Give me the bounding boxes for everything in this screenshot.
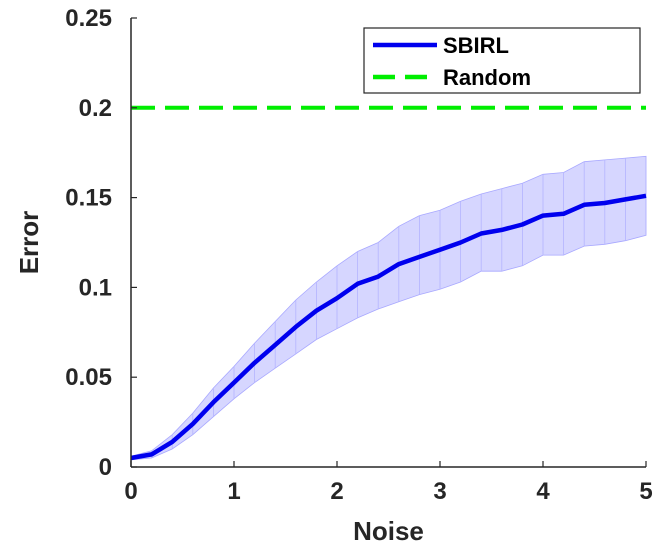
sbirl-confidence-band-layer: [130, 155, 647, 461]
x-tick-label-4: 4: [536, 478, 550, 505]
x-tick-label-3: 3: [433, 478, 446, 505]
x-tick-label-5: 5: [639, 478, 652, 505]
legend-label-random: Random: [443, 65, 531, 90]
y-tick-label-3: 0.15: [65, 185, 112, 212]
ticks-layer: 0 1 2 3 4 5 0 0.05 0.1 0.15 0.2 0.25: [65, 5, 652, 505]
y-tick-label-5: 0.25: [65, 5, 112, 32]
y-tick-label-1: 0.05: [65, 364, 112, 391]
y-tick-label-2: 0.1: [79, 274, 112, 301]
x-tick-label-2: 2: [330, 478, 343, 505]
legend-box: [363, 27, 641, 94]
legend: SBIRL Random: [363, 27, 641, 94]
x-tick-label-1: 1: [227, 478, 240, 505]
y-tick-label-4: 0.2: [79, 95, 112, 122]
series-layer: [130, 105, 647, 461]
legend-label-sbirl: SBIRL: [443, 33, 509, 58]
y-axis-label: Error: [14, 211, 44, 275]
sbirl-confidence-band: [130, 155, 647, 461]
x-axis-label: Noise: [353, 516, 424, 544]
series-line-sbirl: [130, 193, 647, 461]
x-tick-label-0: 0: [124, 478, 137, 505]
axes-layer: [130, 18, 646, 468]
y-tick-label-0: 0: [99, 454, 112, 481]
